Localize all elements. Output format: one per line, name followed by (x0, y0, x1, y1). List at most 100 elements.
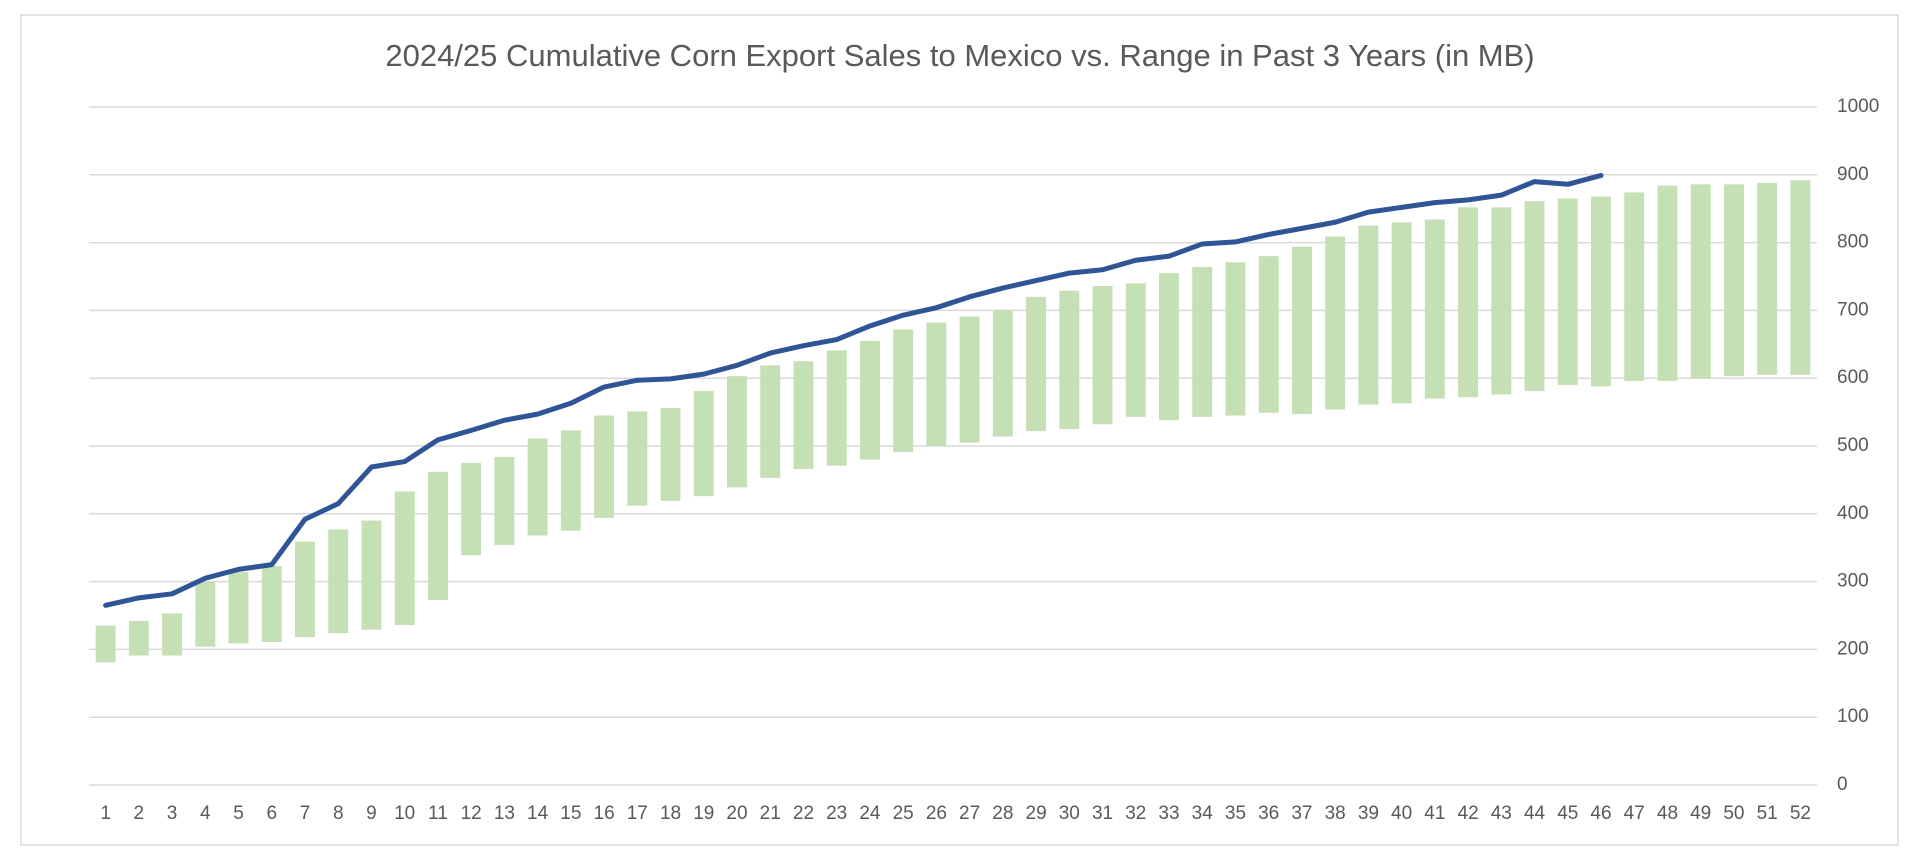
range-bar (228, 572, 249, 644)
range-bar (328, 529, 349, 634)
range-bar (926, 322, 947, 446)
range-bar (527, 438, 548, 536)
x-tick-label: 32 (1125, 803, 1146, 824)
x-tick-label: 17 (627, 803, 648, 824)
range-bar (1225, 262, 1246, 416)
x-tick-label: 5 (233, 803, 244, 824)
x-tick-label: 47 (1624, 803, 1645, 824)
y-tick-label: 400 (1837, 503, 1869, 524)
x-tick-label: 13 (494, 803, 515, 824)
y-tick-label: 200 (1837, 638, 1869, 659)
range-bar (992, 310, 1013, 437)
range-bar (826, 350, 847, 466)
range-bar (1723, 184, 1744, 377)
x-tick-label: 30 (1059, 803, 1080, 824)
x-tick-label: 10 (394, 803, 415, 824)
range-bar (627, 411, 648, 506)
x-tick-label: 1 (100, 803, 111, 824)
range-bar (361, 520, 382, 630)
x-tick-label: 14 (527, 803, 549, 824)
x-tick-label: 45 (1557, 803, 1578, 824)
x-tick-label: 22 (793, 803, 814, 824)
range-bar (727, 376, 747, 488)
range-bar (1391, 222, 1412, 404)
x-tick-label: 12 (461, 803, 482, 824)
range-bar (1424, 219, 1445, 399)
x-tick-label: 16 (594, 803, 615, 824)
x-tick-label: 6 (266, 803, 277, 824)
y-tick-label: 700 (1837, 299, 1869, 320)
x-tick-label: 34 (1192, 803, 1214, 824)
range-bar (1125, 283, 1146, 417)
range-bar (427, 471, 448, 600)
x-tick-label: 37 (1291, 803, 1312, 824)
range-bar (859, 340, 880, 460)
range-bar (594, 415, 615, 518)
x-tick-label: 27 (959, 803, 980, 824)
x-tick-label: 49 (1690, 803, 1711, 824)
range-bar (128, 620, 149, 656)
range-bar (660, 408, 681, 501)
y-tick-label: 600 (1837, 367, 1869, 388)
range-bar (295, 541, 315, 638)
x-tick-label: 28 (992, 803, 1013, 824)
x-tick-label: 20 (726, 803, 747, 824)
x-tick-label: 9 (366, 803, 377, 824)
x-tick-label: 11 (428, 803, 448, 824)
range-bar (1757, 182, 1778, 375)
range-bar (461, 462, 482, 556)
range-bar (494, 456, 515, 545)
x-tick-label: 48 (1657, 803, 1678, 824)
line-series (103, 172, 1604, 608)
x-tick-label: 40 (1391, 803, 1412, 824)
x-tick-label: 3 (167, 803, 178, 824)
x-tick-label: 43 (1491, 803, 1512, 824)
chart-border (20, 14, 1899, 846)
range-bar (95, 625, 116, 663)
range-bar (1358, 225, 1379, 405)
y-tick-label: 900 (1837, 164, 1869, 185)
range-bar (261, 566, 282, 642)
x-tick-label: 38 (1325, 803, 1346, 824)
x-tick-label: 21 (760, 803, 781, 824)
range-bar (1291, 246, 1312, 415)
x-tick-label: 36 (1258, 803, 1279, 824)
range-bar (394, 491, 415, 625)
x-tick-label: 31 (1092, 803, 1113, 824)
x-tick-label: 2 (134, 803, 145, 824)
x-tick-label: 18 (660, 803, 681, 824)
chart-title: 2024/25 Cumulative Corn Export Sales to … (385, 38, 1534, 73)
x-tick-label: 7 (300, 803, 311, 824)
range-bar (1192, 267, 1213, 417)
x-tick-label: 8 (333, 803, 344, 824)
range-bar (693, 391, 714, 497)
range-bar (195, 581, 216, 647)
x-tick-label: 42 (1458, 803, 1479, 824)
y-tick-label: 800 (1837, 232, 1869, 253)
x-tick-label: 23 (826, 803, 847, 824)
range-bar (760, 365, 781, 478)
range-bar (1657, 185, 1678, 381)
x-tick-label: 44 (1524, 803, 1546, 824)
x-tick-label: 15 (560, 803, 581, 824)
range-bar (1624, 192, 1645, 381)
range-bar (793, 361, 814, 470)
range-bar (959, 316, 980, 443)
range-bar (1524, 201, 1545, 392)
x-tick-label: 29 (1026, 803, 1047, 824)
range-bar (1458, 207, 1479, 398)
x-tick-label: 24 (859, 803, 881, 824)
x-tick-label: 46 (1590, 803, 1611, 824)
y-tick-label: 0 (1837, 774, 1848, 795)
range-bar (1557, 198, 1578, 385)
x-tick-label: 52 (1790, 803, 1811, 824)
y-tick-label: 500 (1837, 435, 1869, 456)
x-tick-label: 19 (693, 803, 714, 824)
range-bar (893, 329, 914, 453)
y-tick-label: 1000 (1837, 96, 1879, 117)
range-bar (1026, 296, 1047, 432)
range-bar (1159, 273, 1179, 421)
x-tick-label: 51 (1757, 803, 1778, 824)
x-tick-label: 33 (1158, 803, 1179, 824)
range-bar (1790, 180, 1811, 375)
